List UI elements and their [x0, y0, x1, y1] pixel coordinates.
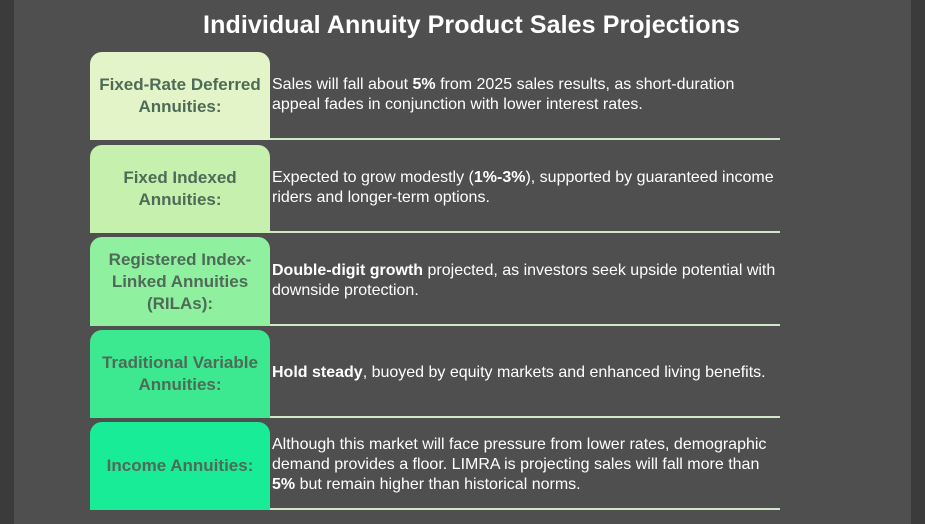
projection-highlight: 1%-3% — [473, 169, 526, 186]
projection-row: Registered Index-Linked Annuities (RILAs… — [90, 237, 780, 326]
projection-text-segment: , buoyed by equity markets and enhanced … — [362, 364, 766, 381]
product-label: Income Annuities: — [106, 456, 254, 475]
projection-text-segment: fall about — [338, 76, 413, 93]
projection-text: Expected to grow modestly (1%-3%), suppo… — [272, 168, 780, 208]
product-label: Registered Index-Linked Annuities (RILAs… — [108, 249, 252, 313]
product-label-box: Traditional Variable Annuities: — [90, 330, 270, 418]
product-label: Traditional Variable Annuities: — [102, 353, 258, 394]
projection-text: Hold steady, buoyed by equity markets an… — [272, 363, 770, 383]
row-divider — [270, 138, 780, 140]
projection-text: Double-digit growth projected, as invest… — [272, 261, 780, 301]
projection-row: Fixed-Rate Deferred Annuities: Sales will… — [90, 52, 780, 140]
product-label: Fixed-Rate Deferred Annuities: — [99, 75, 261, 116]
projection-description: Double-digit growth projected, as invest… — [272, 237, 780, 324]
projection-description: Sales will fall about 5% from 2025 sales… — [272, 52, 780, 138]
projection-text-segment: Expected to grow modestly ( — [272, 169, 474, 186]
projection-text-segment: will — [316, 76, 339, 93]
projection-row: Traditional Variable Annuities: Hold stea… — [90, 330, 780, 418]
projection-text-segment: but remain higher than historical norms. — [295, 476, 581, 493]
projection-highlight: Hold steady — [272, 364, 363, 381]
page-title: Individual Annuity Product Sales Project… — [203, 11, 740, 39]
projection-text-segment: from 2025 sales results, as short-durati… — [272, 76, 735, 113]
projection-highlight: 5% — [412, 76, 436, 93]
projection-description: Hold steady, buoyed by equity markets an… — [272, 330, 780, 416]
projection-row: Fixed Indexed Annuities: Expected to gro… — [90, 145, 780, 233]
projection-text: Sales will fall about 5% from 2025 sales… — [272, 75, 780, 115]
row-divider — [270, 416, 780, 418]
row-divider — [270, 324, 780, 326]
product-label-box: Income Annuities: — [90, 422, 270, 510]
row-divider — [270, 231, 780, 233]
product-label-box: Fixed Indexed Annuities: — [90, 145, 270, 233]
projection-description: Although this market will face pressure … — [272, 422, 780, 508]
projection-text-segment: projected, as investors seek upside pote… — [272, 261, 776, 299]
projection-description: Expected to grow modestly (1%-3%), suppo… — [272, 145, 780, 231]
row-divider — [270, 508, 780, 510]
projection-text-segment: Although this market will face pressure … — [272, 436, 767, 473]
projection-text-segment: ), supported by guaranteed income riders… — [272, 169, 774, 206]
slide-left-edge — [0, 0, 14, 524]
product-label: Fixed Indexed Annuities: — [123, 168, 237, 209]
slide-right-edge — [911, 0, 925, 524]
projection-text-segment: Sales — [272, 76, 317, 93]
product-label-box: Fixed-Rate Deferred Annuities: — [90, 52, 270, 140]
projection-text: Although this market will face pressure … — [272, 435, 780, 495]
product-label-box: Registered Index-Linked Annuities (RILAs… — [90, 237, 270, 326]
projection-highlight: 5% — [272, 476, 296, 493]
projection-highlight: Double-digit growth — [272, 261, 424, 279]
projection-row: Income Annuities: Although this market wi… — [90, 422, 780, 510]
